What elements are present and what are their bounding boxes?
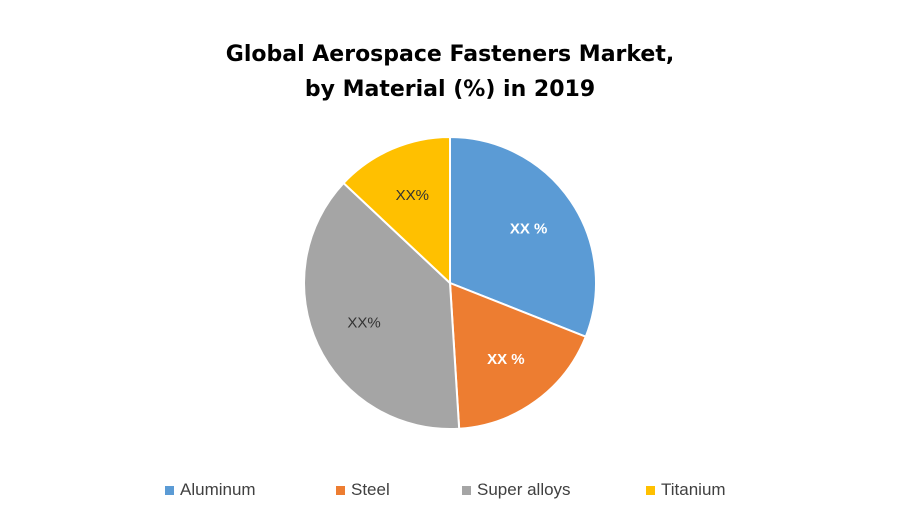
pie-slice-aluminum: [449, 135, 597, 339]
legend-item-super-alloys: Super alloys: [462, 480, 571, 500]
pie-label-aluminum: XX %: [510, 221, 548, 238]
pie-label-super-alloys: XX%: [347, 314, 380, 331]
legend: Aluminum Steel Super alloys Titanium: [0, 480, 900, 502]
legend-item-aluminum: Aluminum: [165, 480, 256, 500]
legend-label-titanium: Titanium: [661, 480, 726, 499]
legend-swatch-aluminum: [165, 485, 174, 495]
pie-label-titanium: XX%: [396, 187, 429, 204]
legend-label-super-alloys: Super alloys: [477, 480, 571, 499]
legend-item-steel: Steel: [336, 480, 390, 500]
pie-slice-steel: [448, 281, 588, 430]
chart-title-line-2: by Material (%) in 2019: [304, 77, 596, 102]
legend-item-titanium: Titanium: [646, 480, 726, 500]
pie-label-steel: XX %: [487, 351, 525, 368]
legend-swatch-super-alloys: [462, 485, 471, 495]
legend-label-steel: Steel: [351, 480, 390, 499]
legend-label-aluminum: Aluminum: [180, 480, 256, 499]
legend-swatch-titanium: [646, 485, 655, 495]
pie-slice-super-alloys: [303, 181, 461, 430]
legend-swatch-steel: [336, 485, 345, 495]
pie-slice-titanium: [342, 135, 451, 286]
chart-title-line-1: Global Aerospace Fasteners Market,: [225, 42, 675, 67]
